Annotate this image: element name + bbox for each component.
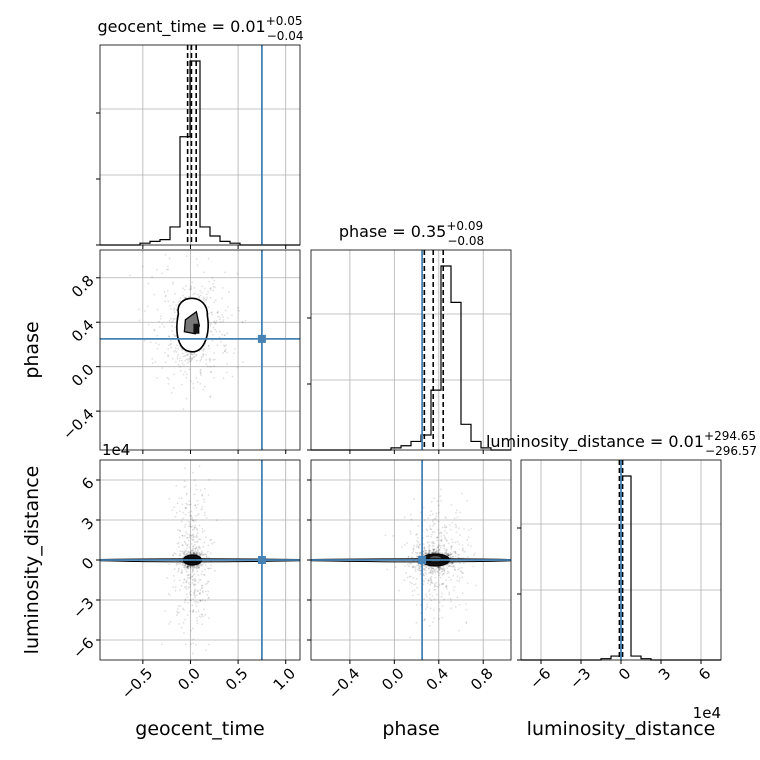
title-main-geocent_time: geocent_time = 0.01	[98, 17, 266, 37]
ytick-label-phase-2: 0.4	[68, 316, 98, 346]
histogram-phase	[311, 265, 511, 451]
panel-phase-vs-geocent_time-truth-marker	[257, 334, 266, 343]
xtick-label-phase-0: −0.4	[325, 664, 363, 702]
xtick-label-luminosity_distance-0: −6	[526, 664, 554, 692]
panel-phase-vs-geocent_time-scatter	[129, 250, 253, 411]
xtick-label-phase-2: 0.4	[423, 664, 453, 694]
title-luminosity_distance: luminosity_distance = 0.01+294.65	[486, 429, 756, 452]
xtick-label-geocent_time-2: 0.5	[222, 664, 252, 694]
title-plus-geocent_time: +0.05	[266, 14, 303, 28]
ytick-label-luminosity_distance-4: 6	[78, 474, 97, 493]
title-minus-luminosity_distance: −296.57	[705, 444, 757, 458]
xaxis-label-geocent_time: geocent_time	[135, 718, 264, 740]
diag-frame-phase	[310, 249, 512, 451]
ytick-label-luminosity_distance-0: −6	[69, 634, 97, 662]
xtick-label-geocent_time-3: 1.0	[270, 664, 300, 694]
title-minus-phase: −0.08	[447, 234, 484, 248]
ytick-label-phase-0: −0.4	[59, 405, 97, 443]
yaxis-label-phase: phase	[21, 321, 43, 378]
xtick-label-luminosity_distance-1: −3	[566, 664, 594, 692]
xtick-label-geocent_time-1: 0.0	[174, 664, 204, 694]
title-geocent_time: geocent_time = 0.01+0.05	[98, 14, 303, 37]
ytick-label-luminosity_distance-1: −3	[69, 594, 97, 622]
title-phase: phase = 0.35+0.09	[339, 219, 483, 241]
diag-frame-geocent_time	[99, 44, 301, 246]
offset-label-x-luminosity_distance: 1e4	[693, 704, 721, 722]
panel-phase-vs-geocent_time-frame	[99, 249, 301, 451]
ytick-label-phase-1: 0.0	[68, 360, 98, 390]
panel-luminosity_distance-vs-phase-truth-marker	[418, 556, 427, 564]
title-minus-geocent_time: −0.04	[267, 29, 304, 43]
yaxis-label-luminosity_distance: luminosity_distance	[21, 466, 43, 655]
panel-luminosity_distance-vs-phase-scatter	[311, 488, 511, 639]
xtick-label-phase-1: 0.0	[378, 664, 408, 694]
xaxis-label-luminosity_distance: luminosity_distance	[527, 718, 716, 740]
ytick-label-phase-3: 0.8	[68, 272, 98, 302]
title-plus-phase: +0.09	[446, 219, 483, 233]
offset-label-y-luminosity_distance: 1e4	[102, 441, 130, 459]
xtick-label-luminosity_distance-4: 6	[695, 664, 714, 683]
xtick-label-luminosity_distance-3: 3	[655, 664, 674, 683]
xtick-label-geocent_time-0: −0.5	[118, 664, 156, 702]
title-main-luminosity_distance: luminosity_distance = 0.01	[486, 432, 704, 452]
histogram-geocent_time	[100, 60, 300, 246]
ytick-label-luminosity_distance-2: 0	[78, 554, 97, 573]
xtick-label-luminosity_distance-2: 0	[615, 664, 634, 683]
title-plus-luminosity_distance: +294.65	[704, 429, 756, 443]
title-main-phase: phase = 0.35	[339, 222, 446, 241]
xtick-label-phase-3: 0.8	[467, 664, 497, 694]
ytick-label-luminosity_distance-3: 3	[78, 514, 97, 533]
panel-luminosity_distance-vs-geocent_time-truth-marker	[257, 556, 266, 564]
xaxis-label-phase: phase	[382, 718, 439, 740]
